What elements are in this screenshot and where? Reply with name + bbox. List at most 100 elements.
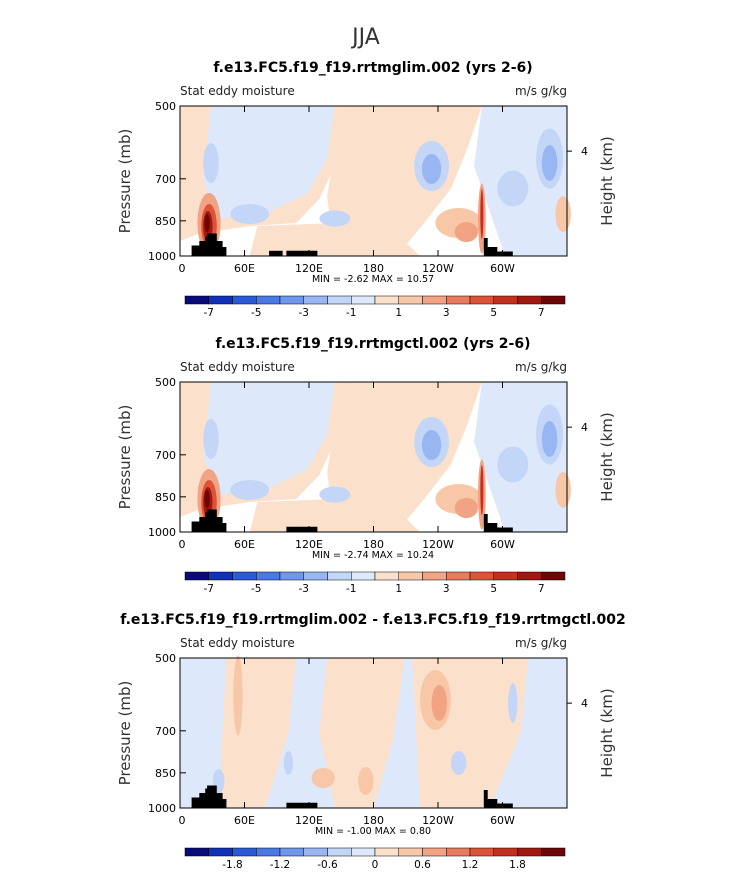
x-tick-label: 60W [490,814,515,827]
colorbar-swatch [422,847,447,857]
field-blob [450,751,467,775]
field-blob [541,421,558,457]
field-region [249,499,420,532]
y-tick-label: 500 [155,100,176,113]
colorbar-swatch [279,295,304,305]
field-blob [431,685,448,721]
colorbar-swatch [517,571,542,581]
colorbar-swatch [469,295,494,305]
colorbar-label: 7 [538,307,545,319]
x-tick-label: 120E [295,814,323,827]
colorbar-label: 3 [443,583,450,595]
stats-label: MIN = -2.74 MAX = 10.24 [312,550,434,561]
terrain [286,250,318,256]
units-label: m/s g/kg [515,84,567,98]
colorbar-label: 5 [490,307,497,319]
colorbar-swatch [232,295,257,305]
colorbar-label: 0 [372,859,379,871]
field-blob [497,446,529,483]
colorbar-swatch [517,295,542,305]
x-tick-label: 120W [422,538,454,551]
field-blob [230,480,270,500]
x-tick-label: 120W [422,814,454,827]
y-axis-label: Pressure (mb) [116,681,134,786]
colorbar-label: -5 [251,583,261,595]
variable-label: Stat eddy moisture [180,360,295,374]
field-blob [541,145,558,181]
y-tick-label: 850 [155,491,176,504]
colorbar-label: -5 [251,307,261,319]
colorbar-swatch [256,571,281,581]
y-right-tick-label: 4 [581,145,588,158]
y-right-tick-label: 4 [581,697,588,710]
field-blob [497,170,529,207]
terrain [269,250,283,256]
x-tick-label: 60W [490,538,515,551]
y-tick-label: 700 [155,173,176,186]
colorbar-swatch [303,847,328,857]
y-axis-label: Pressure (mb) [116,405,134,510]
field-region [327,106,482,256]
y-tick-label: 700 [155,725,176,738]
variable-label: Stat eddy moisture [180,84,295,98]
colorbar-swatch [232,571,257,581]
colorbar-swatch [374,571,399,581]
page-title: JJA [350,25,380,50]
field-region [319,658,405,808]
colorbar-label: 1 [395,583,402,595]
terrain [286,802,318,808]
colorbar-swatch [303,295,328,305]
colorbar-swatch [398,847,423,857]
colorbar-swatch [493,295,518,305]
colorbar-swatch [517,847,542,857]
x-tick-label: 60E [234,538,255,551]
chart-title: f.e13.FC5.f19_f19.rrtmglim.002 (yrs 2-6) [213,60,532,76]
field-blob [233,655,243,736]
colorbar-swatch [493,571,518,581]
y-right-axis-label: Height (km) [598,136,616,225]
colorbar-swatch [446,847,471,857]
units-label: m/s g/kg [515,360,567,374]
terrain [191,233,227,256]
colorbar-swatch [279,571,304,581]
x-tick-label: 180 [363,262,384,275]
colorbar-label: 5 [490,583,497,595]
colorbar-label: -3 [299,307,309,319]
units-label: m/s g/kg [515,636,567,650]
chart-panel-3: f.e13.FC5.f19_f19.rrtmglim.002 - f.e13.F… [116,612,626,871]
colorbar-swatch [303,571,328,581]
colorbar-swatch [208,571,233,581]
x-tick-label: 180 [363,814,384,827]
y-tick-label: 850 [155,215,176,228]
y-tick-label: 500 [155,652,176,665]
field-region [203,106,335,219]
x-tick-label: 60E [234,814,255,827]
chart-title: f.e13.FC5.f19_f19.rrtmgctl.002 (yrs 2-6) [216,336,531,352]
stats-label: MIN = -2.62 MAX = 10.57 [312,274,434,285]
field-blob [358,767,374,795]
field-blob [204,214,210,232]
field-blob [508,683,518,723]
colorbar-swatch [232,847,257,857]
field-region [327,382,482,532]
field-blob [230,204,270,224]
chart-panel-2: f.e13.FC5.f19_f19.rrtmgctl.002 (yrs 2-6)… [116,336,616,595]
field-blob [319,486,351,503]
colorbar-swatch [208,847,233,857]
colorbar-label: -1 [346,583,356,595]
colorbar-swatch [351,571,376,581]
colorbar-swatch [541,295,566,305]
field-blob [203,419,219,459]
colorbar-label: -7 [204,307,214,319]
colorbar-swatch [327,571,352,581]
field-region [203,382,335,495]
chart-title: f.e13.FC5.f19_f19.rrtmglim.002 - f.e13.F… [120,612,625,628]
x-tick-label: 60W [490,262,515,275]
terrain [191,785,227,808]
colorbar-label: 7 [538,583,545,595]
colorbar-swatch [469,847,494,857]
y-tick-label: 1000 [148,250,176,263]
field-blob [319,210,351,227]
colorbar-swatch [279,847,304,857]
